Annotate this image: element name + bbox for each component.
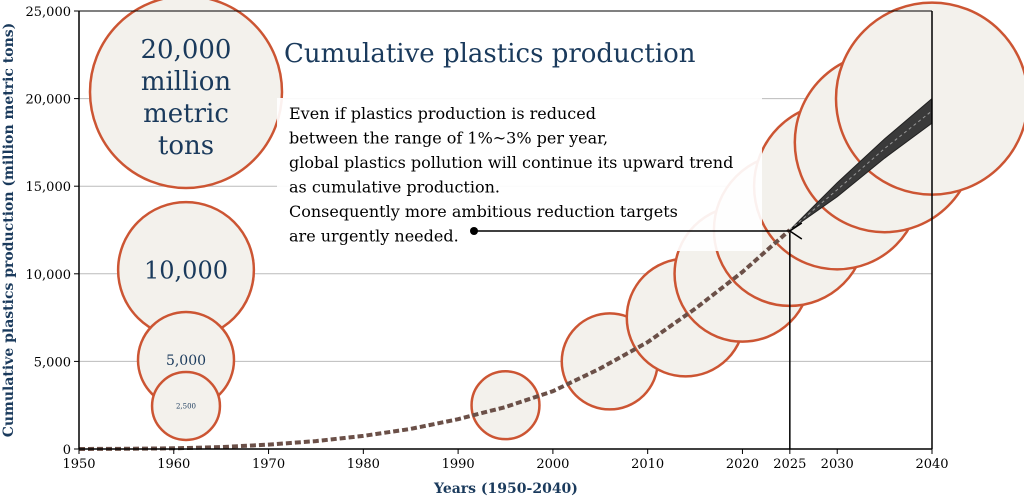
tick-labels: 1950 1960 1970 1980 1990 2000 2010 2020 2025 2030… [26,5,949,472]
x-axis-title: Years (1950-2040) [433,481,578,496]
annotation-line-4: Consequently more ambitious reduction ta… [289,202,678,221]
x-tick-label-10: 2040 [915,457,948,472]
y-tick-label-0: 0 [63,443,71,458]
legend-label-3: 2,500 [176,402,196,410]
annotation-line-2: global plastics pollution will continue … [289,153,733,172]
annotation-line-5: are urgently needed. [289,227,459,246]
cumulative-curve-line [78,228,792,451]
x-tick-label-2: 1970 [252,457,285,472]
cumulative-curve [78,228,792,451]
annotation-line-3: as cumulative production. [289,178,500,197]
x-tick-label-7: 2020 [726,457,759,472]
x-tick-label-8: 2025 [773,457,806,472]
x-tick-label-6: 2010 [631,457,664,472]
size-legend: 20,000 million metric tons 10,000 5,000 2,500 [88,0,284,442]
x-tick-label-4: 1990 [442,457,475,472]
x-tick-label-9: 2030 [821,457,854,472]
legend-bubble-3 [150,370,222,442]
projection-midline [789,110,933,231]
x-tick-label-0: 1950 [62,457,95,472]
chart-title: Cumulative plastics production [284,39,696,69]
legend-label-2: 5,000 [166,353,206,369]
x-tick-label-5: 2000 [536,457,569,472]
y-tick-label-3: 15,000 [26,180,72,195]
legend-label-1: 10,000 [144,256,228,284]
annotation: Even if plastics production is reduced be… [277,98,803,251]
y-tick-label-2: 10,000 [26,268,72,283]
annotation-background [277,98,762,251]
y-tick-label-1: 5,000 [34,355,71,370]
x-tick-label-3: 1980 [347,457,380,472]
y-tick-label-4: 20,000 [26,93,72,108]
annotation-line-0: Even if plastics production is reduced [289,104,596,123]
annotation-line-1: between the range of 1%~3% per year, [289,129,608,148]
annotation-arrowhead [788,222,803,240]
y-tick-label-5: 25,000 [26,5,72,20]
x-tick-label-1: 1960 [157,457,190,472]
y-axis-title: Cumulative plastics production (million … [1,23,17,438]
bubble-0 [470,370,541,441]
legend-label-0: 20,000 million metric tons [141,35,232,161]
legend-bubble-0 [88,0,284,190]
